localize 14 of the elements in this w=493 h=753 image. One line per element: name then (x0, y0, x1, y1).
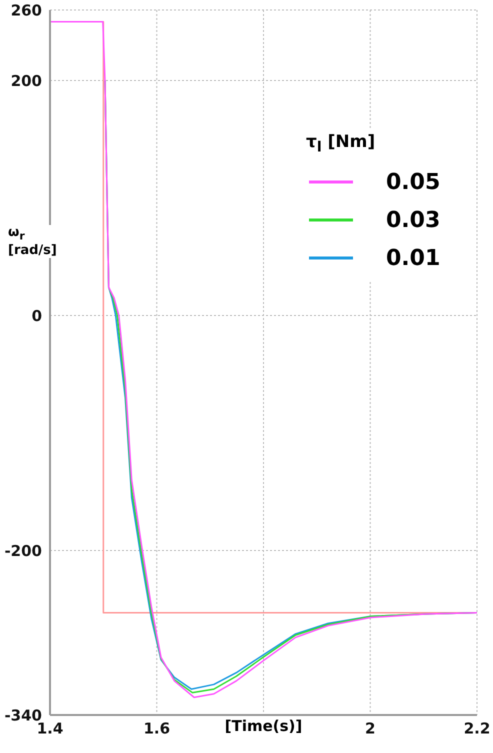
legend-title: τ$_{l}$ [Nm] (306, 132, 376, 156)
y-axis-title: ω$_{r}$ [rad/s] (8, 225, 78, 258)
x-tick-label: 2 (365, 720, 376, 738)
y-tick-label: 200 (10, 72, 42, 90)
legend-label: 0.01 (386, 246, 440, 271)
x-tick-label: 2.2 (464, 720, 490, 738)
y-tick-label: 260 (10, 1, 42, 20)
y-tick-label: -200 (4, 542, 42, 560)
legend-label: 0.03 (386, 208, 440, 233)
x-tick-label: 1.6 (143, 720, 170, 738)
x-axis-title: [Time(s)] (224, 717, 304, 735)
x-tick-label: 1.4 (36, 720, 64, 738)
legend-label: 0.05 (386, 170, 440, 195)
y-tick-label: 0 (32, 306, 42, 325)
